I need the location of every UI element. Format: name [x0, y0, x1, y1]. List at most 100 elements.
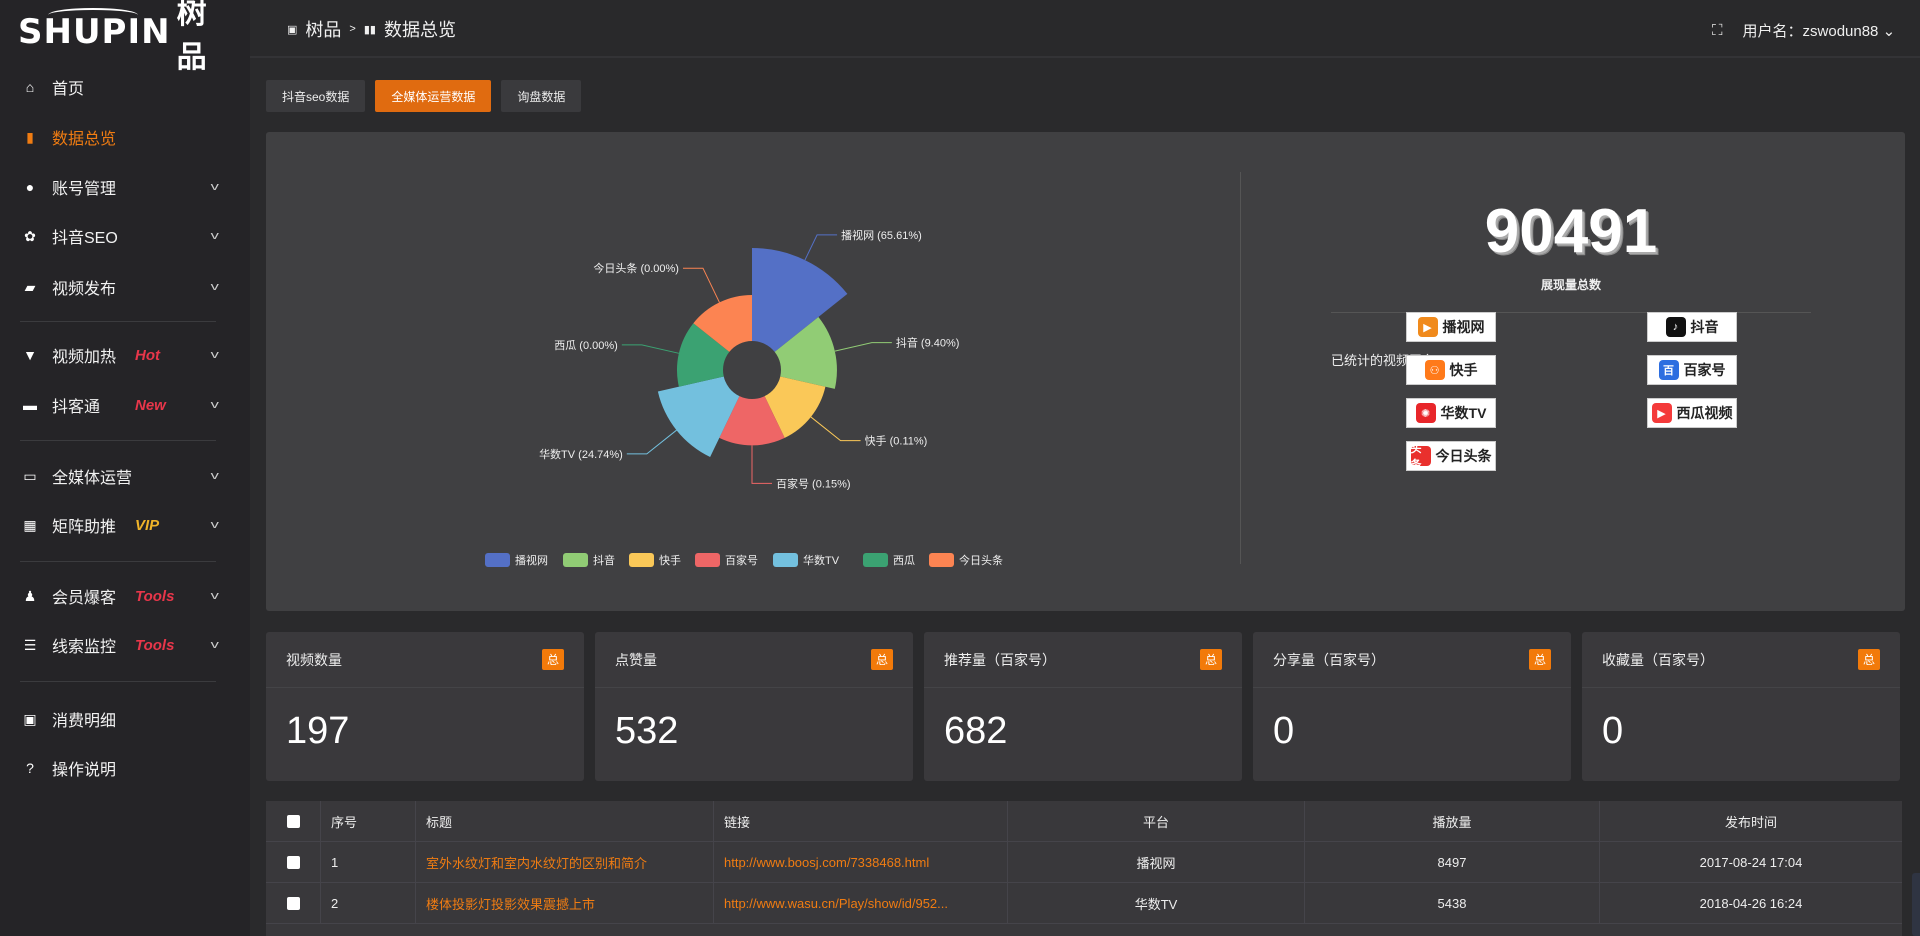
slice-label: 快手 (0.11%) — [865, 434, 928, 448]
legend-swatch[interactable] — [929, 553, 954, 567]
row-date: 2018-04-26 16:24 — [1699, 895, 1803, 911]
table-row-partial — [266, 924, 1902, 936]
sidebar-item-label: 视频发布 — [52, 281, 117, 298]
sliders-icon: ☰ — [23, 636, 37, 653]
logo[interactable]: SHUPIN 树品 — [18, 0, 228, 74]
sidebar-item-9[interactable]: ♟ 会员爆客 Tools v — [0, 576, 250, 616]
legend-swatch[interactable] — [773, 553, 798, 567]
chevron-down-icon[interactable]: v — [210, 590, 219, 602]
sidebar-item-4[interactable]: ▰ 视频发布 v — [0, 267, 250, 307]
row-checkbox[interactable] — [286, 855, 300, 869]
sidebar-badge: Hot — [135, 346, 160, 364]
sidebar-item-12[interactable]: ? 操作说明 — [0, 748, 250, 788]
sidebar-item-label: 抖音SEO — [52, 230, 118, 247]
topbar — [250, 0, 1920, 58]
legend-swatch[interactable] — [629, 553, 654, 567]
row-url-link[interactable]: http://www.boosj.com/7338468.html — [714, 842, 1008, 882]
row-title-link[interactable]: 楼体投影灯投影效果震撼上市 — [416, 883, 714, 923]
chevron-down-icon[interactable]: v — [210, 639, 219, 651]
legend-label[interactable]: 快手 — [659, 553, 681, 567]
stat-title: 推荐量（百家号） — [944, 651, 1056, 668]
sidebar-item-7[interactable]: ▭ 全媒体运营 v — [0, 456, 250, 496]
header-index: 序号 — [321, 801, 416, 841]
header-platform: 平台 — [1008, 801, 1305, 841]
chevron-down-icon[interactable]: v — [210, 349, 219, 361]
sidebar-item-10[interactable]: ☰ 线索监控 Tools v — [0, 625, 250, 665]
rose-slice[interactable] — [657, 376, 740, 457]
legend-label[interactable]: 西瓜 — [893, 555, 915, 567]
sidebar-item-3[interactable]: ✿ 抖音SEO v — [0, 216, 250, 256]
gear-icon: ✿ — [24, 227, 36, 244]
fullscreen-icon[interactable]: ⛶ — [1712, 22, 1723, 39]
chevron-down-icon[interactable]: v — [210, 230, 219, 242]
sidebar-item-1[interactable]: ▮ 数据总览 — [0, 117, 250, 157]
sidebar-item-8[interactable]: ▦ 矩阵助推 VIP v — [0, 505, 250, 545]
sidebar-item-label: 操作说明 — [52, 762, 117, 779]
tab-douyin-seo[interactable]: 抖音seo数据 — [266, 80, 366, 112]
chevron-down-icon[interactable]: v — [210, 470, 219, 482]
rose-slice[interactable] — [693, 295, 752, 352]
sidebar-item-0[interactable]: ⌂ 首页 — [0, 67, 250, 107]
overview-panel: 播视网 (65.61%) 抖音 (9.40%) 快手 (0.11%) 百家号 (0.1… — [266, 132, 1905, 611]
table-row[interactable]: 1 室外水纹灯和室内水纹灯的区别和简介 http://www.boosj.com… — [266, 842, 1902, 883]
rose-slice[interactable] — [752, 248, 848, 352]
sidebar-item-5[interactable]: ▼ 视频加热 Hot v — [0, 335, 250, 375]
legend-label[interactable]: 华数TV — [803, 553, 840, 567]
row-checkbox[interactable] — [286, 896, 300, 910]
rose-slice[interactable] — [719, 396, 785, 446]
tab-all-media[interactable]: 全媒体运营数据 — [375, 80, 492, 112]
table-row[interactable]: 2 楼体投影灯投影效果震撼上市 http://www.wasu.cn/Play/… — [266, 883, 1902, 924]
rose-slice[interactable] — [764, 376, 826, 438]
platform-logo: 头条 今日头条 — [1406, 441, 1496, 471]
chevron-down-icon[interactable]: v — [210, 519, 219, 531]
row-title-link[interactable]: 室外水纹灯和室内水纹灯的区别和简介 — [416, 842, 714, 882]
legend-label[interactable]: 百家号 — [725, 553, 758, 567]
breadcrumb-root[interactable]: 树品 — [305, 20, 342, 40]
sidebar-divider — [20, 321, 216, 322]
total-badge: 总 — [1857, 649, 1880, 670]
label-leader-line — [751, 445, 772, 484]
legend-label[interactable]: 抖音 — [593, 553, 615, 567]
stat-value: 0 — [1273, 710, 1295, 752]
rose-slice[interactable] — [774, 317, 837, 389]
tab-inquiry[interactable]: 询盘数据 — [501, 80, 582, 112]
user-icon: ● — [25, 179, 35, 195]
legend-swatch[interactable] — [695, 553, 720, 567]
platform-logo: ▶ 西瓜视频 — [1647, 398, 1737, 428]
help-icon: ? — [26, 760, 34, 776]
stat-title: 分享量（百家号） — [1273, 651, 1385, 668]
stat-card: 推荐量（百家号） 总 682 — [924, 632, 1242, 781]
stat-value: 532 — [615, 710, 679, 752]
bar-chart-icon: ▮▮ — [363, 23, 376, 36]
row-url-link[interactable]: http://www.wasu.cn/Play/show/id/952... — [714, 883, 1008, 923]
legend-swatch[interactable] — [563, 553, 588, 567]
platform-name: 百家号 — [1683, 362, 1726, 378]
logo-arc — [48, 8, 138, 22]
total-badge: 总 — [870, 649, 893, 670]
legend-swatch[interactable] — [863, 553, 888, 567]
platform-name: 今日头条 — [1435, 448, 1492, 464]
sidebar-item-6[interactable]: ▬ 抖客通 New v — [0, 385, 250, 425]
sidebar-badge: Tools — [135, 636, 175, 654]
user-menu[interactable]: 用户名：zswodun88 ⌄ — [1743, 20, 1896, 41]
sidebar-item-label: 抖客通 — [52, 399, 101, 416]
row-plays: 8497 — [1305, 842, 1600, 882]
rose-slice[interactable] — [677, 323, 730, 387]
heater-icon: ▼ — [23, 347, 37, 363]
legend-swatch[interactable] — [485, 553, 510, 567]
sidebar-item-2[interactable]: ● 账号管理 v — [0, 167, 250, 207]
sidebar-item-11[interactable]: ▣ 消费明细 — [0, 699, 250, 739]
floating-widget[interactable] — [1912, 873, 1920, 936]
chevron-down-icon[interactable]: v — [210, 399, 219, 411]
platform-logo-icon: ⚇ — [1424, 360, 1445, 380]
bar-chart-icon: ▮ — [26, 128, 34, 145]
sidebar-badge: VIP — [135, 516, 160, 534]
legend-label[interactable]: 播视网 — [515, 553, 548, 567]
slice-label: 百家号 (0.15%) — [776, 476, 851, 490]
chevron-down-icon[interactable]: v — [210, 181, 219, 193]
chevron-down-icon[interactable]: v — [210, 281, 219, 293]
select-all-checkbox[interactable] — [286, 814, 300, 828]
legend-label[interactable]: 今日头条 — [959, 553, 1003, 567]
wallet-icon: ▣ — [23, 710, 37, 727]
sidebar-divider — [20, 681, 216, 682]
